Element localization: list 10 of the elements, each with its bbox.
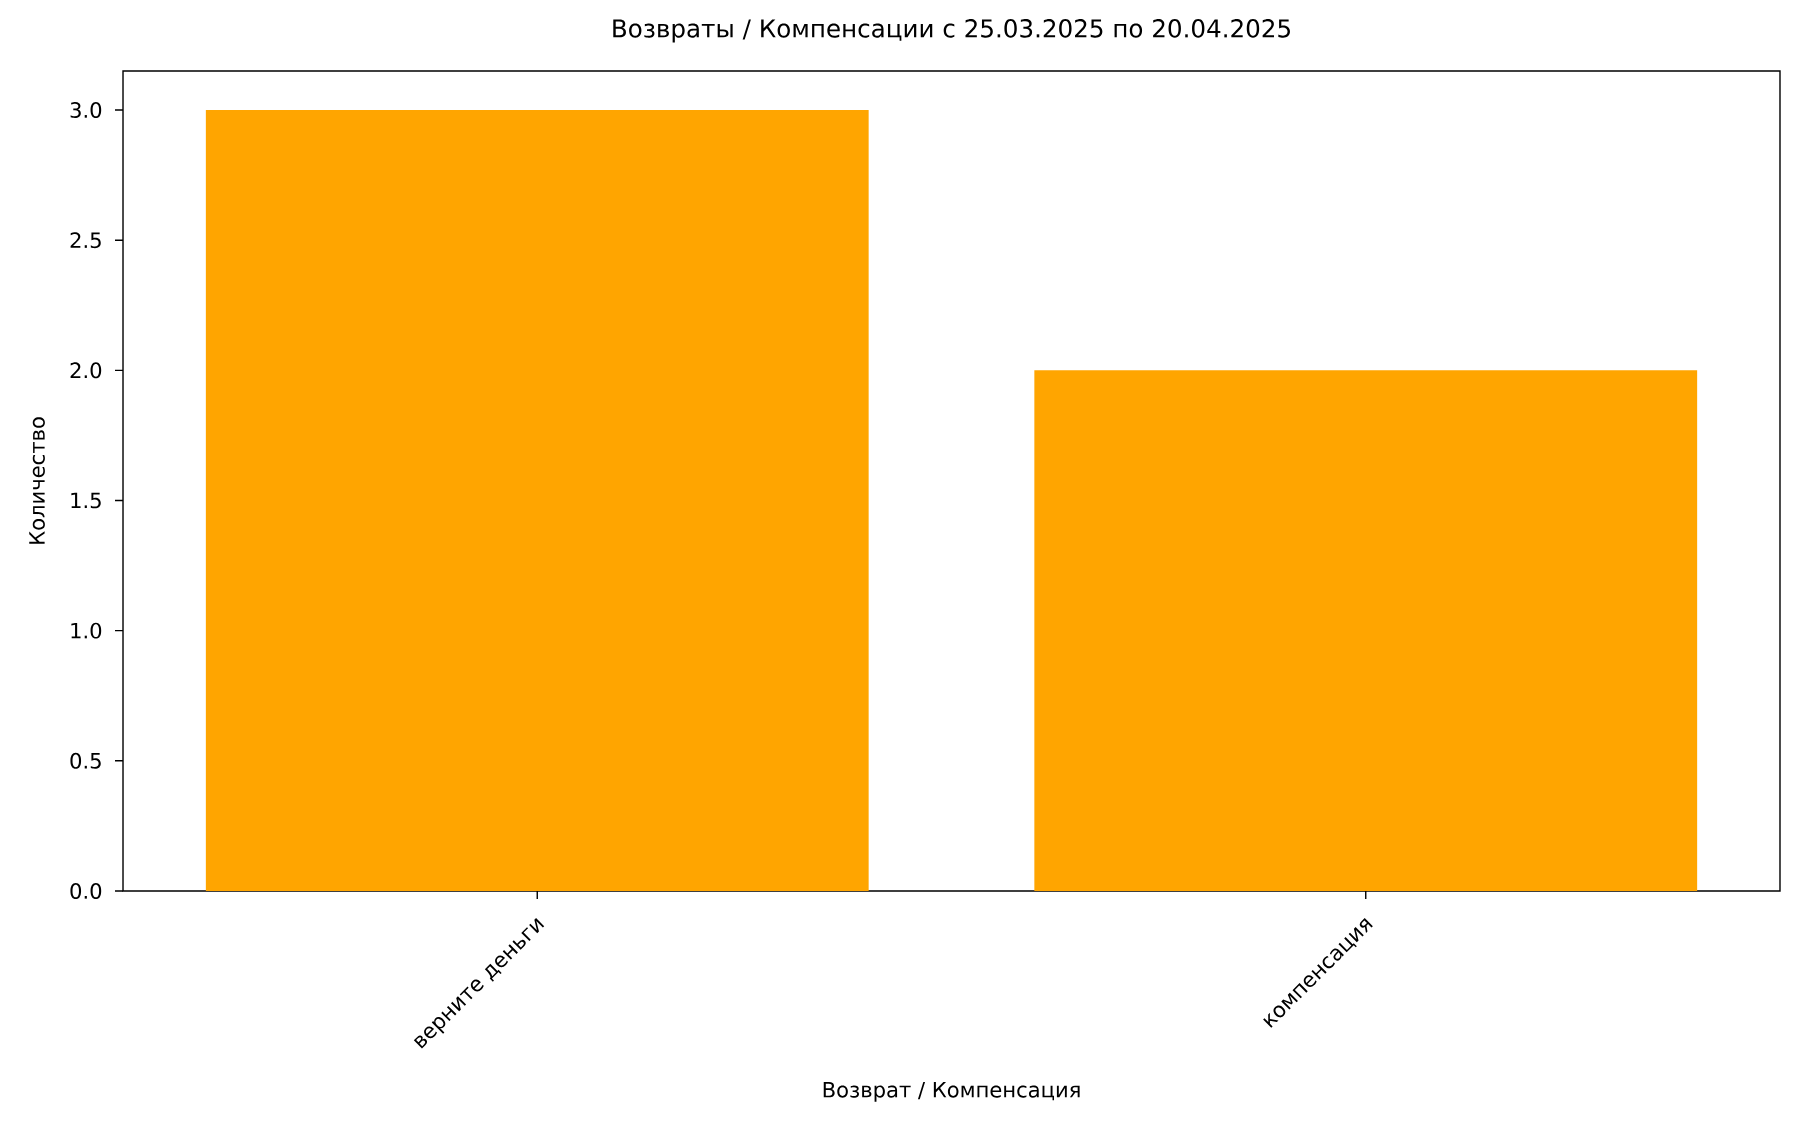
y-tick-label: 2.0 bbox=[70, 362, 102, 379]
y-tick-label: 1.5 bbox=[71, 492, 101, 509]
y-tick-label: 0.5 bbox=[70, 752, 101, 769]
y-tick-label: 2.5 bbox=[70, 232, 101, 249]
y-tick-label: 1.0 bbox=[71, 622, 102, 639]
y-tick-label: 0.0 bbox=[70, 883, 102, 899]
chart-title: Возвраты / Компенсации с 25.03.2025 по 20.04.2025 bbox=[613, 19, 1290, 43]
y-axis-title: Количество bbox=[29, 417, 45, 544]
y-tick-label: 3.0 bbox=[70, 102, 102, 118]
x-axis-title: Возврат / Компенсация bbox=[823, 1081, 1080, 1102]
